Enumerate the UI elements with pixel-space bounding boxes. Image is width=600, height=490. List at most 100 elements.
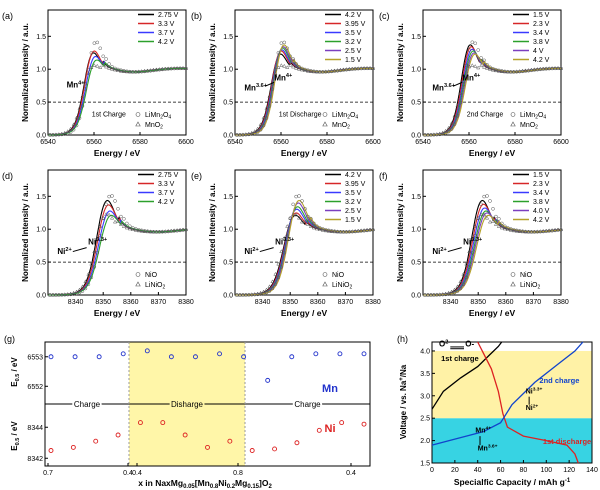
reference-point <box>362 66 367 70</box>
ni-point <box>294 440 300 446</box>
series-label-ni: Ni <box>325 423 336 435</box>
reference-point <box>121 69 126 73</box>
panel-e: 8340 8350 8360 8370 8380 0.0 0.5 1.0 1.5 Energy /… <box>191 169 381 318</box>
reference-point <box>482 194 486 199</box>
x-tick-label: 6580 <box>507 139 523 146</box>
x-tick-label: 6560 <box>86 139 102 146</box>
reference-point <box>110 66 115 71</box>
o-annotation: O2- <box>439 339 450 348</box>
reference-point <box>320 227 325 232</box>
reference-point <box>71 290 76 295</box>
legend-label: 3.4 V <box>533 190 550 197</box>
legend-label: 3.3 V <box>158 21 175 28</box>
reference-point <box>496 224 501 228</box>
reference-point <box>317 69 322 74</box>
reference-point <box>175 66 180 70</box>
x-axis-label: Energy / eV <box>94 148 141 158</box>
shift-arrow <box>259 247 274 253</box>
reference-point <box>479 56 483 60</box>
reference-point <box>508 227 513 232</box>
reference-point <box>252 131 257 136</box>
reference-point <box>488 65 492 70</box>
ion-annotation: Ni3.3+ <box>275 237 295 246</box>
reference-point <box>368 227 373 232</box>
reference-point <box>470 235 475 240</box>
y-tick-label: 0.5 <box>223 100 233 107</box>
y-tick-label: 8344 <box>27 425 43 432</box>
series-line <box>47 59 186 136</box>
reference-point <box>279 41 284 45</box>
y-tick-label: 1.0 <box>36 67 46 74</box>
reference-point <box>166 228 171 233</box>
reference-point <box>326 69 331 73</box>
reference-point <box>113 66 117 71</box>
reference-point <box>288 54 292 59</box>
reference-point <box>505 227 510 231</box>
ni-point <box>316 427 322 433</box>
reference-point <box>148 68 153 72</box>
mn-point <box>217 351 222 357</box>
reference-point <box>365 66 370 70</box>
reference-point <box>470 63 475 67</box>
reference-point <box>279 249 284 253</box>
reference-point <box>136 228 141 233</box>
voltage-band <box>432 418 592 463</box>
reference-point <box>485 66 490 70</box>
legend-label: LiMn2O4 <box>520 112 546 121</box>
reference-point <box>431 292 436 297</box>
legend-label: 3.7 V <box>158 30 175 37</box>
reference-point <box>347 66 352 71</box>
x-tick-label: 8370 <box>151 299 167 306</box>
legend-marker-circle <box>135 112 141 117</box>
y-axis-label: E0.5 / eV <box>10 421 21 451</box>
reference-point <box>172 66 177 70</box>
reference-point <box>332 68 337 73</box>
reference-point <box>92 265 97 269</box>
reference-point <box>95 40 100 45</box>
reference-point <box>558 227 564 231</box>
reference-point <box>365 227 370 232</box>
x-tick-label: 8350 <box>95 299 111 306</box>
reference-point <box>234 132 239 137</box>
region-label: Charge <box>74 400 101 409</box>
legend-marker-circle <box>135 272 141 277</box>
x-tick-label: 40 <box>474 467 482 474</box>
x-tick-label: 6580 <box>319 139 335 146</box>
reference-point <box>437 131 442 136</box>
reference-point <box>482 64 487 69</box>
reference-point <box>467 64 472 69</box>
reference-point <box>252 291 257 296</box>
legend-marker-circle <box>510 112 516 117</box>
reference-point <box>446 125 451 130</box>
panel-f: 8340 8350 8360 8370 8380 0.0 0.5 1.0 1.5 Energy /… <box>379 169 569 318</box>
reference-point <box>101 216 105 221</box>
reference-point <box>118 68 123 73</box>
ion-annotation: Ni3.3+ <box>463 237 483 246</box>
reference-point <box>526 229 531 234</box>
reference-point <box>98 224 103 228</box>
reference-point <box>458 91 463 95</box>
x-axis-label: Energy / eV <box>94 308 141 318</box>
x-tick-label: 6600 <box>365 139 381 146</box>
reference-point <box>523 229 528 234</box>
reference-point <box>559 228 563 232</box>
ni-point <box>93 438 99 444</box>
reference-point <box>449 289 454 294</box>
legend-label: 3.4 V <box>533 30 550 37</box>
reference-point <box>541 66 546 71</box>
y-tick-label: 0.5 <box>411 100 421 107</box>
mn-red-annotation: Mn3.6+ <box>478 444 498 453</box>
reference-point <box>314 226 319 231</box>
reference-point <box>425 132 430 137</box>
y-tick-label: 1.0 <box>36 227 46 234</box>
reference-point <box>291 57 295 61</box>
reference-point <box>113 199 117 203</box>
reference-point <box>443 128 448 133</box>
reference-point <box>294 65 299 70</box>
shift-arrow <box>452 81 463 87</box>
reference-point <box>74 115 79 120</box>
reference-point <box>308 69 313 73</box>
legend-label: 1.5 V <box>345 217 362 224</box>
panel-b: 6540 6560 6580 6600 0.0 0.5 1.0 1.5 Energy / eV N… <box>191 9 381 158</box>
reference-point <box>314 69 319 74</box>
